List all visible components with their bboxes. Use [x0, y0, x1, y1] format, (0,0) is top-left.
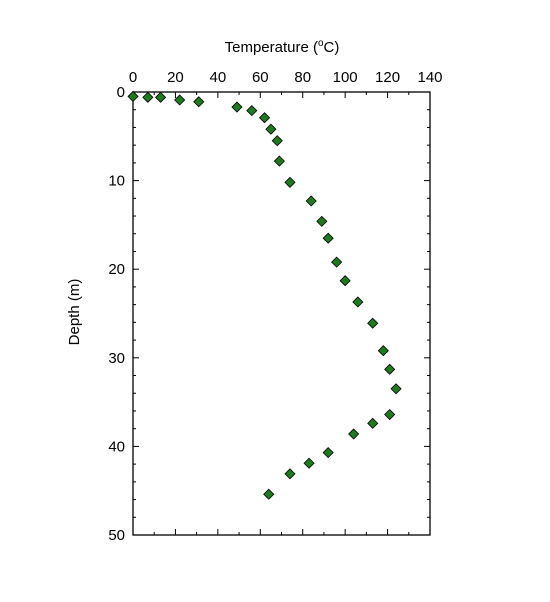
data-point — [367, 417, 379, 429]
data-point — [174, 94, 186, 106]
data-point — [384, 363, 396, 375]
data-point — [390, 383, 402, 395]
y-tick-label: 20 — [108, 261, 125, 278]
data-point — [265, 123, 277, 135]
data-point — [193, 96, 205, 108]
data-point — [231, 101, 243, 113]
x-tick-label: 40 — [210, 69, 227, 86]
x-tick-label: 0 — [129, 69, 137, 86]
y-axis-title: Depth (m) — [66, 279, 83, 346]
data-point — [284, 468, 296, 480]
data-point — [263, 488, 275, 500]
x-tick-label: 100 — [333, 69, 358, 86]
x-tick-label: 120 — [375, 69, 400, 86]
x-tick-label: 60 — [252, 69, 269, 86]
data-point — [331, 256, 343, 268]
x-axis-title: Temperature (oC) — [225, 38, 340, 56]
x-tick-label: 80 — [294, 69, 311, 86]
data-point — [127, 90, 139, 102]
data-point — [377, 345, 389, 357]
data-point — [271, 135, 283, 147]
data-point — [322, 232, 334, 244]
data-point — [303, 457, 315, 469]
y-tick-label: 40 — [108, 438, 125, 455]
data-point — [142, 91, 154, 103]
data-point — [273, 155, 285, 167]
data-point — [246, 105, 258, 117]
data-point — [367, 317, 379, 329]
data-point — [322, 447, 334, 459]
y-tick-label: 0 — [117, 84, 125, 101]
data-point — [305, 195, 317, 207]
data-point — [155, 91, 167, 103]
x-tick-label: 140 — [417, 69, 442, 86]
x-tick-label: 20 — [167, 69, 184, 86]
y-tick-label: 30 — [108, 350, 125, 367]
data-point — [339, 275, 351, 287]
data-point — [284, 176, 296, 188]
data-point — [316, 215, 328, 227]
data-point — [348, 428, 360, 440]
data-point — [384, 408, 396, 421]
y-tick-label: 10 — [108, 173, 125, 190]
y-tick-label: 50 — [108, 527, 125, 544]
data-point — [352, 296, 364, 308]
data-point — [258, 112, 271, 124]
